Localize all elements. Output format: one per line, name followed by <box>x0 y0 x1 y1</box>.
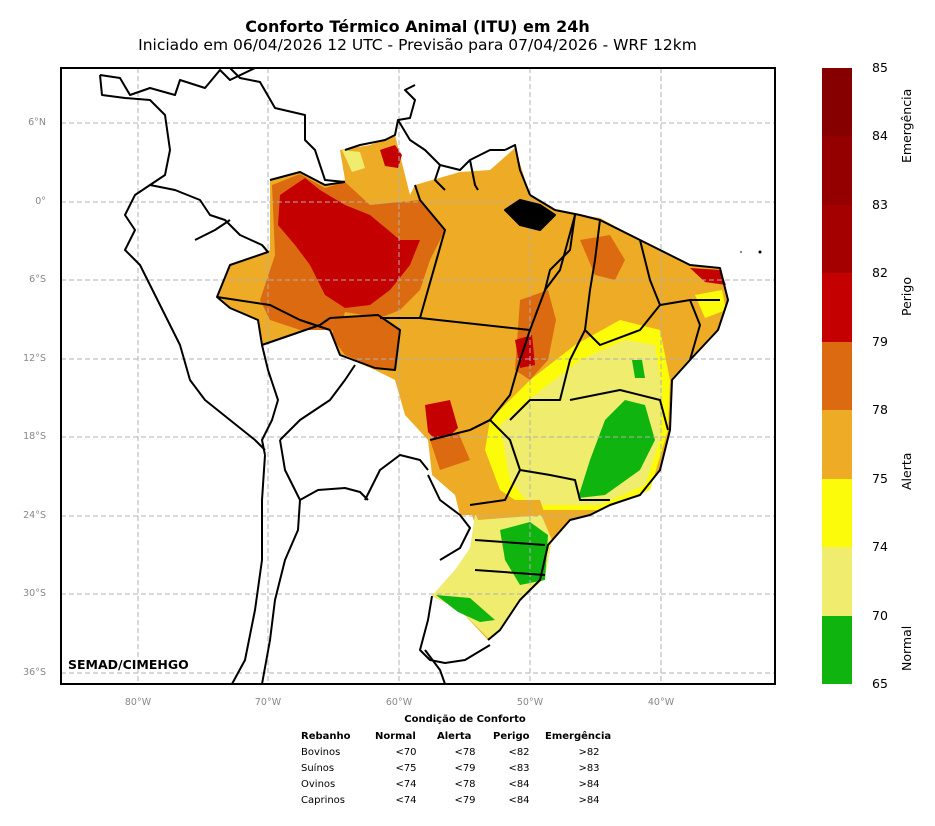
ms-red-region <box>425 400 458 445</box>
colorbar-band <box>822 68 852 137</box>
cell-emergencia: >84 <box>578 778 600 790</box>
south-green-region-2 <box>436 595 495 622</box>
cell-rebanho: Suínos <box>301 762 335 774</box>
colorbar <box>822 68 852 684</box>
colorbar-band <box>822 273 852 342</box>
cell-normal: <70 <box>395 746 417 758</box>
colorbar-tick-label: 83 <box>872 196 888 212</box>
comfort-table-header-row: Rebanho Normal Alerta Perigo Emergência <box>296 728 633 744</box>
colorbar-band <box>822 547 852 616</box>
cell-alerta: <79 <box>454 794 476 806</box>
minas-green-region <box>578 400 655 498</box>
lat-tick-30s: 30°S <box>23 588 46 599</box>
lon-tick-50w: 50°W <box>516 697 544 708</box>
comfort-table-title: Condição de Conforto <box>404 714 526 725</box>
lat-tick-36s: 36°S <box>23 667 46 678</box>
colorbar-tick-label: 65 <box>872 676 888 691</box>
lon-tick-80w: 80°W <box>124 697 152 708</box>
lon-tick-40w: 40°W <box>647 697 675 708</box>
cell-emergencia: >83 <box>578 762 600 774</box>
cell-normal: <75 <box>395 762 417 774</box>
cell-rebanho: Bovinos <box>301 746 341 758</box>
header-alerta: Alerta <box>437 730 472 742</box>
cell-alerta: <78 <box>454 746 476 758</box>
cell-perigo: <84 <box>508 794 530 806</box>
lat-tick-6s: 6°S <box>29 274 46 285</box>
colorbar-tick-label: 78 <box>872 402 888 418</box>
colorbar-tick-label: 70 <box>872 607 888 623</box>
colorbar-tick-label: 75 <box>872 470 888 486</box>
lat-tick-24s: 24°S <box>23 510 46 521</box>
colorbar-tick-label: 74 <box>872 539 888 555</box>
cell-normal: <74 <box>395 778 417 790</box>
credit-label: SEMAD/CIMEHGO <box>68 657 189 672</box>
colorbar-band <box>822 136 852 205</box>
cell-emergencia: >84 <box>578 794 600 806</box>
ne-yellow-region <box>695 290 726 318</box>
table-row: Bovinos <70 <78 <82 >82 <box>296 744 633 760</box>
chart-subtitle: Iniciado em 06/04/2026 12 UTC - Previsão… <box>138 36 697 54</box>
country-borders <box>99 68 729 684</box>
colorbar-band <box>822 410 852 479</box>
lat-tick-0: 0° <box>35 196 46 207</box>
header-emergencia: Emergência <box>545 730 612 742</box>
roraima-red-region <box>380 145 402 168</box>
island-dot <box>739 250 743 254</box>
cell-emergencia: >82 <box>578 746 600 758</box>
colorbar-band <box>822 341 852 411</box>
rondonia-dark-orange-region <box>332 315 400 370</box>
colorbar-category-normal: Normal <box>899 625 914 671</box>
colorbar-band <box>822 204 852 274</box>
cell-perigo: <82 <box>508 746 530 758</box>
colorbar-band <box>822 478 852 548</box>
island-dot <box>758 250 762 254</box>
south-orange-region <box>470 500 545 520</box>
header-rebanho: Rebanho <box>301 730 351 742</box>
amazon-red-region <box>278 178 420 308</box>
map-frame <box>60 67 776 685</box>
cell-rebanho: Ovinos <box>301 778 336 790</box>
gridlines <box>61 68 775 684</box>
colorbar-band <box>822 615 852 684</box>
table-row: Ovinos <74 <78 <84 >84 <box>296 776 633 792</box>
bahia-green-region <box>632 360 645 378</box>
colorbar-category-alerta: Alerta <box>899 452 914 490</box>
lat-tick-12s: 12°S <box>23 353 46 364</box>
cell-rebanho: Caprinos <box>301 794 346 806</box>
colorbar-tick-label: 82 <box>872 265 888 281</box>
comfort-table: Rebanho Normal Alerta Perigo Emergência … <box>296 728 633 808</box>
south-green-region-1 <box>500 522 548 585</box>
rn-red-region <box>690 268 726 285</box>
chart-title: Conforto Térmico Animal (ITU) em 24h <box>245 17 590 36</box>
table-row: Suínos <75 <79 <83 >83 <box>296 760 633 776</box>
maranhao-dark-orange-region <box>580 235 625 280</box>
cell-alerta: <78 <box>454 778 476 790</box>
lon-tick-70w: 70°W <box>254 697 282 708</box>
header-perigo: Perigo <box>493 730 530 742</box>
lon-tick-60w: 60°W <box>385 697 413 708</box>
colorbar-tick-label: 84 <box>872 128 888 144</box>
table-row: Caprinos <74 <79 <84 >84 <box>296 792 633 808</box>
cell-alerta: <79 <box>454 762 476 774</box>
lat-tick-18s: 18°S <box>23 431 46 442</box>
cell-perigo: <83 <box>508 762 530 774</box>
colorbar-category-emergencia: Emergência <box>899 88 914 163</box>
cell-normal: <74 <box>395 794 417 806</box>
header-normal: Normal <box>375 730 416 742</box>
colorbar-tick-label: 85 <box>872 60 888 75</box>
lat-tick-6n: 6°N <box>28 117 46 128</box>
roraima-yellow-region <box>342 150 365 172</box>
colorbar-tick-label: 79 <box>872 333 888 349</box>
ms-dark-orange-region <box>430 432 470 470</box>
colorbar-category-perigo: Perigo <box>899 277 914 316</box>
cell-perigo: <84 <box>508 778 530 790</box>
